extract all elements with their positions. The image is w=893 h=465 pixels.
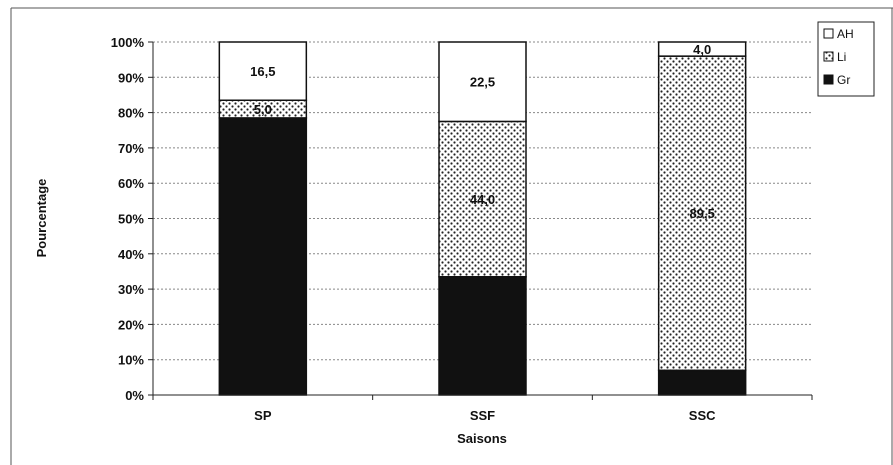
y-tick-label: 90% xyxy=(118,70,144,85)
legend-label-li: Li xyxy=(837,50,846,64)
y-tick-label: 10% xyxy=(118,353,144,368)
bars xyxy=(218,41,747,396)
y-tick-label: 50% xyxy=(118,212,144,227)
y-tick-label: 30% xyxy=(118,282,144,297)
bar-segment-gr xyxy=(657,369,747,396)
data-label: 16,5 xyxy=(250,64,275,79)
x-axis-title: Saisons xyxy=(457,431,507,446)
y-axis-title: Pourcentage xyxy=(34,179,49,258)
bar-segment-ah xyxy=(657,41,747,57)
legend-swatch-li xyxy=(823,51,834,62)
data-label: 89,5 xyxy=(690,206,715,221)
bar-segment-li xyxy=(438,120,527,278)
x-tick-label: SP xyxy=(254,408,272,423)
axes: 0% 10% 20% 30% 40% 50% 60% 70% 80% 90% 100% SP SSF SS… xyxy=(111,35,813,423)
y-tick-label: 20% xyxy=(118,317,144,332)
y-tick-label: 0% xyxy=(125,388,144,403)
data-label: 22,5 xyxy=(470,75,495,90)
data-labels: 5,0 16,5 44,0 22,5 89,5 4,0 xyxy=(250,42,715,221)
bar-segment-li xyxy=(657,55,747,372)
data-label: 5,0 xyxy=(254,102,272,117)
bar-segment-gr xyxy=(438,275,527,396)
x-tick-label: SSF xyxy=(470,408,495,423)
y-tick-label: 70% xyxy=(118,141,144,156)
legend-swatch-ah xyxy=(823,28,834,39)
legend-label-ah: AH xyxy=(837,27,854,41)
y-tick-label: 40% xyxy=(118,247,144,262)
bar-segment-ah xyxy=(218,41,308,101)
data-label: 44,0 xyxy=(470,192,495,207)
legend-swatch-gr xyxy=(823,74,834,85)
legend: AH Li Gr xyxy=(817,21,875,97)
x-tick-label: SSC xyxy=(689,408,716,423)
y-tick-label: 80% xyxy=(118,106,144,121)
legend-label-gr: Gr xyxy=(837,73,850,87)
data-label: 4,0 xyxy=(693,42,711,57)
y-tick-label: 100% xyxy=(111,35,145,50)
bar-segment-ah xyxy=(438,41,527,123)
bar-segment-gr xyxy=(218,117,308,396)
y-tick-label: 60% xyxy=(118,176,144,191)
